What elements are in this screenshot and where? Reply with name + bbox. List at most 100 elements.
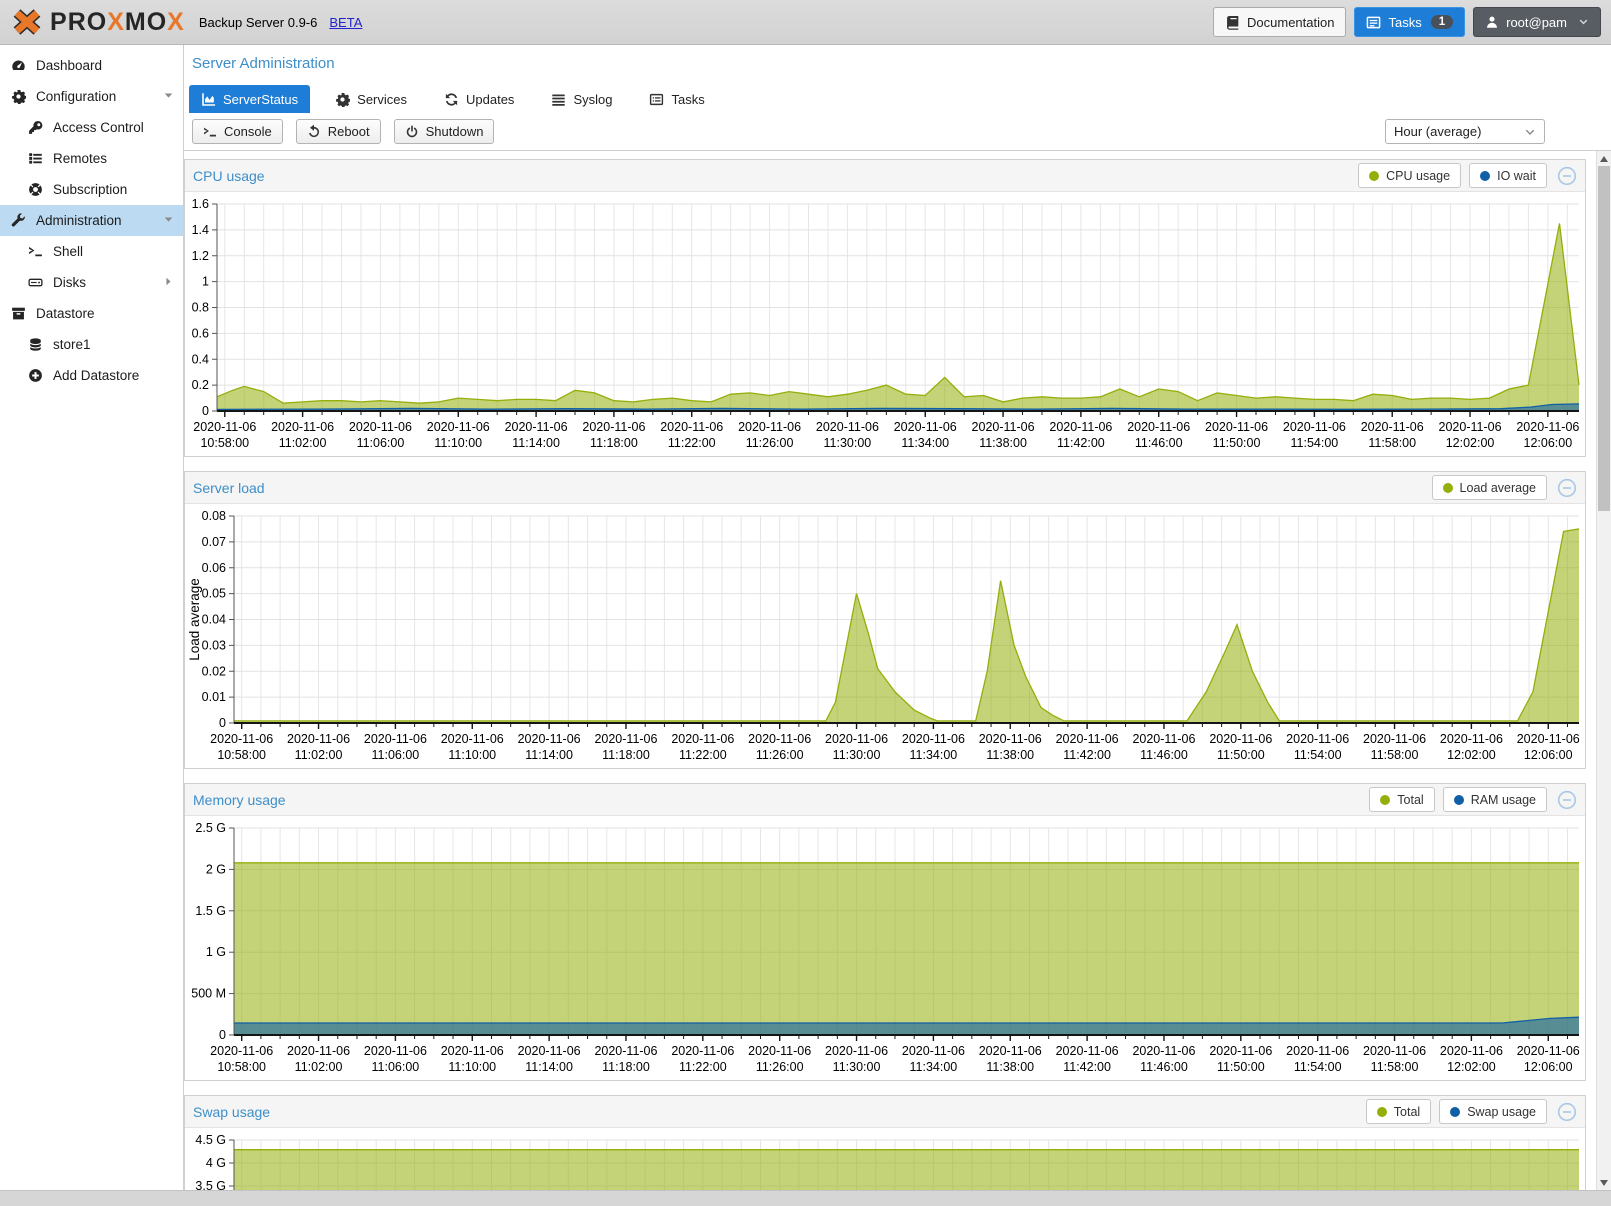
svg-text:11:22:00: 11:22:00 — [668, 436, 716, 450]
sidebar-item-label: store1 — [53, 337, 91, 352]
svg-text:2020-11-06: 2020-11-06 — [1056, 732, 1119, 746]
cpu-usage-chart: 00.20.40.60.811.21.41.62020-11-0610:58:0… — [185, 192, 1585, 456]
svg-text:0: 0 — [219, 716, 226, 730]
legend-label: Load average — [1460, 481, 1536, 495]
sidebar-item-add-datastore[interactable]: Add Datastore — [0, 360, 183, 391]
svg-text:11:38:00: 11:38:00 — [986, 748, 1034, 762]
proxmox-logo-icon — [10, 6, 44, 38]
tab-label: Services — [357, 92, 407, 107]
svg-text:0.6: 0.6 — [192, 326, 209, 340]
sidebar-item-store1[interactable]: store1 — [0, 329, 183, 360]
documentation-button[interactable]: Documentation — [1213, 7, 1346, 37]
svg-text:2020-11-06: 2020-11-06 — [1056, 1044, 1119, 1058]
sidebar-item-subscription[interactable]: Subscription — [0, 174, 183, 205]
svg-text:0.07: 0.07 — [202, 535, 226, 549]
support-icon — [27, 182, 44, 197]
tab-serverstatus[interactable]: ServerStatus — [189, 85, 310, 113]
svg-text:11:34:00: 11:34:00 — [901, 436, 949, 450]
swap-usage-chart: 0500 M1 G1.5 G2 G2.5 G3 G3.5 G4 G4.5 G20… — [185, 1128, 1585, 1190]
svg-text:2020-11-06: 2020-11-06 — [349, 420, 412, 434]
sidebar-item-configuration[interactable]: Configuration — [0, 81, 183, 112]
svg-text:2020-11-06: 2020-11-06 — [825, 1044, 888, 1058]
tab-updates[interactable]: Updates — [432, 85, 526, 113]
console-button[interactable]: Console — [192, 119, 283, 144]
collapse-panel-button[interactable] — [1557, 166, 1577, 186]
svg-text:2020-11-06: 2020-11-06 — [1517, 732, 1580, 746]
sidebar-item-administration[interactable]: Administration — [0, 205, 183, 236]
task-list-icon — [1366, 15, 1381, 30]
sidebar-item-label: Disks — [53, 275, 86, 290]
chevron-down-icon[interactable] — [163, 89, 174, 104]
legend-dot — [1454, 795, 1464, 805]
svg-text:2020-11-06: 2020-11-06 — [505, 420, 568, 434]
tab-services[interactable]: Services — [323, 85, 419, 113]
timeframe-select[interactable]: Hour (average) — [1385, 119, 1545, 144]
svg-text:0.04: 0.04 — [202, 613, 226, 627]
svg-text:2.5 G: 2.5 G — [195, 821, 226, 835]
beta-link[interactable]: BETA — [329, 15, 362, 30]
svg-text:2020-11-06: 2020-11-06 — [518, 732, 581, 746]
gears-icon — [335, 92, 350, 107]
collapse-panel-button[interactable] — [1557, 478, 1577, 498]
chart-icon — [201, 92, 216, 107]
legend-label: RAM usage — [1471, 793, 1536, 807]
sidebar-item-datastore[interactable]: Datastore — [0, 298, 183, 329]
svg-text:2020-11-06: 2020-11-06 — [441, 732, 504, 746]
svg-text:2020-11-06: 2020-11-06 — [364, 732, 427, 746]
svg-text:11:46:00: 11:46:00 — [1140, 748, 1188, 762]
memory-usage-chart: 0500 M1 G1.5 G2 G2.5 G2020-11-0610:58:00… — [185, 816, 1585, 1080]
scroll-down-arrow[interactable] — [1597, 1175, 1611, 1190]
svg-text:2020-11-06: 2020-11-06 — [671, 732, 734, 746]
panel-header: CPU usage CPU usageIO wait — [185, 160, 1585, 192]
svg-text:11:02:00: 11:02:00 — [295, 1060, 343, 1074]
svg-text:11:10:00: 11:10:00 — [448, 1060, 496, 1074]
svg-text:0.2: 0.2 — [192, 378, 209, 392]
chevron-down-icon — [1524, 126, 1536, 138]
panel-header: Swap usage TotalSwap usage — [185, 1096, 1585, 1128]
svg-text:2020-11-06: 2020-11-06 — [1209, 1044, 1272, 1058]
legend-dot — [1480, 171, 1490, 181]
svg-text:2020-11-06: 2020-11-06 — [660, 420, 723, 434]
svg-text:2020-11-06: 2020-11-06 — [518, 1044, 581, 1058]
svg-text:2020-11-06: 2020-11-06 — [427, 420, 490, 434]
svg-text:2020-11-06: 2020-11-06 — [979, 1044, 1042, 1058]
svg-text:10:58:00: 10:58:00 — [200, 436, 249, 450]
sidebar-item-label: Add Datastore — [53, 368, 139, 383]
legend-dot — [1443, 483, 1453, 493]
legend-label: Total — [1394, 1105, 1420, 1119]
svg-text:11:14:00: 11:14:00 — [525, 748, 573, 762]
svg-text:12:02:00: 12:02:00 — [1446, 436, 1495, 450]
tab-syslog[interactable]: Syslog — [539, 85, 624, 113]
user-menu-button[interactable]: root@pam — [1473, 7, 1601, 37]
chevron-right-icon[interactable] — [163, 275, 174, 290]
collapse-panel-button[interactable] — [1557, 1102, 1577, 1122]
scrollbar-thumb[interactable] — [1598, 166, 1610, 511]
sidebar-item-access-control[interactable]: Access Control — [0, 112, 183, 143]
sidebar-item-shell[interactable]: Shell — [0, 236, 183, 267]
sidebar: DashboardConfigurationAccess ControlRemo… — [0, 45, 184, 1190]
svg-text:2020-11-06: 2020-11-06 — [594, 1044, 657, 1058]
tab-tasks[interactable]: Tasks — [637, 85, 716, 113]
svg-text:0.4: 0.4 — [192, 352, 209, 366]
panel-memory-usage: Memory usage TotalRAM usage 0500 M1 G1.5… — [184, 783, 1586, 1081]
legend-chip-load-average: Load average — [1432, 475, 1547, 500]
svg-text:11:10:00: 11:10:00 — [448, 748, 496, 762]
sidebar-item-remotes[interactable]: Remotes — [0, 143, 183, 174]
shutdown-button[interactable]: Shutdown — [394, 119, 495, 144]
database-icon — [27, 337, 44, 352]
panel-swap-usage: Swap usage TotalSwap usage 0500 M1 G1.5 … — [184, 1095, 1586, 1190]
scroll-up-arrow[interactable] — [1597, 151, 1611, 166]
chevron-down-icon[interactable] — [163, 213, 174, 228]
tasks-button[interactable]: Tasks 1 — [1354, 7, 1465, 37]
svg-text:11:06:00: 11:06:00 — [372, 1060, 420, 1074]
vertical-scrollbar[interactable] — [1596, 151, 1611, 1190]
svg-text:11:38:00: 11:38:00 — [979, 436, 1027, 450]
sidebar-item-dashboard[interactable]: Dashboard — [0, 50, 183, 81]
collapse-panel-button[interactable] — [1557, 790, 1577, 810]
tab-bar: ServerStatus Services Updates Syslog Tasks — [184, 81, 1611, 113]
toolbar: Console Reboot Shutdown Hour (average) — [184, 113, 1611, 151]
svg-text:0.05: 0.05 — [202, 587, 226, 601]
terminal-icon — [203, 125, 217, 139]
reboot-button[interactable]: Reboot — [296, 119, 381, 144]
sidebar-item-disks[interactable]: Disks — [0, 267, 183, 298]
